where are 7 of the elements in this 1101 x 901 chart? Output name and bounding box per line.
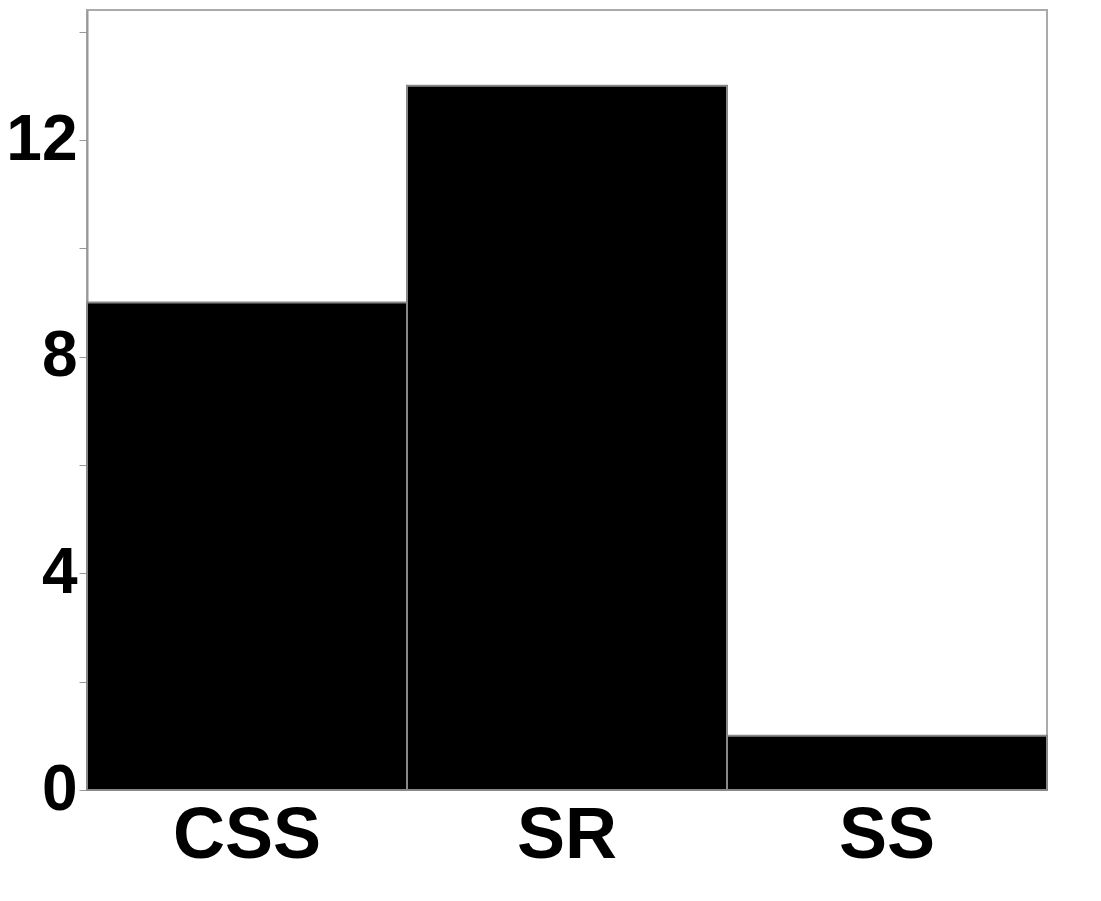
y-tick-label: 0 (41, 751, 78, 824)
x-tick-label: SR (516, 792, 618, 873)
y-tick-label: 4 (41, 534, 78, 607)
x-tick-label: CSS (172, 792, 322, 873)
y-tick-label: 12 (6, 101, 78, 174)
x-tick-label: SS (838, 792, 936, 873)
y-tick-label: 8 (41, 318, 78, 391)
